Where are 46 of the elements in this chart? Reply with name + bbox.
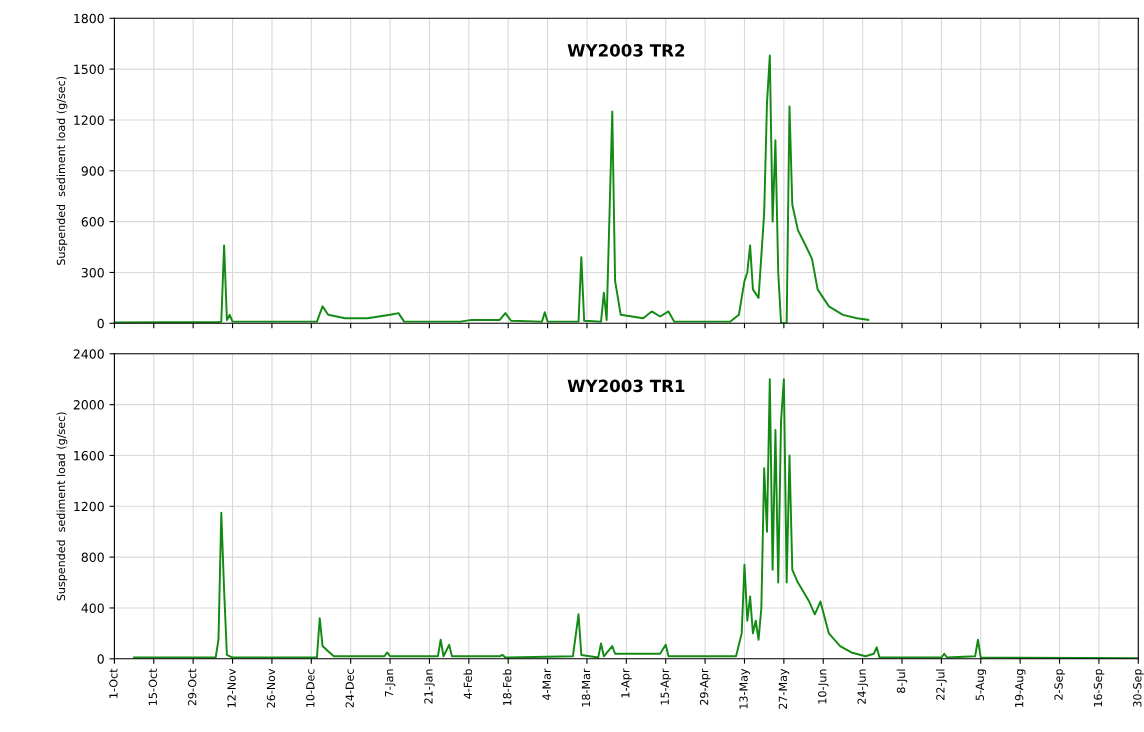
x-tick-label: 21-Jan: [424, 669, 435, 704]
x-tick-label: 4-Mar: [542, 668, 551, 701]
x-tick-label: 10-Dec: [306, 669, 315, 707]
y-axis-title: Suspended sediment load (g/sec): [56, 412, 68, 601]
y-tick-label: 0: [97, 654, 104, 664]
y-tick-label: 400: [81, 603, 104, 613]
x-tick-label: 15-Oct: [148, 668, 157, 705]
x-tick-label: 2-Sep: [1054, 669, 1065, 700]
line-series: [133, 378, 1139, 659]
x-tick-label: 29-Apr: [699, 668, 711, 705]
x-tick-label: 16-Sep: [1093, 669, 1105, 707]
x-tick-label: 15-Apr: [660, 668, 672, 705]
y-tick-label: 800: [81, 552, 104, 563]
x-tick-label: 12-Nov: [227, 668, 236, 708]
x-tick-label: 4-Feb: [463, 669, 473, 699]
x-tick-label: 24-Dec: [345, 669, 354, 708]
y-tick-label: 1800: [74, 13, 104, 24]
text: WY2003 TR1: [567, 379, 685, 393]
y-tick-label: 1600: [74, 450, 104, 461]
x-tick-label: 29-Oct: [187, 668, 197, 706]
text: WY2003 TR2: [567, 44, 685, 57]
x-tick-label: 27-May: [778, 668, 790, 709]
x-tick-label: 22-Jul: [936, 669, 947, 700]
y-tick-label: 900: [81, 166, 104, 176]
x-tick-label: 13-May: [739, 668, 750, 709]
y-tick-label: 2000: [73, 400, 104, 410]
x-tick-label: 30-Sep: [1133, 669, 1144, 707]
x-tick-label: 1-Oct: [109, 668, 118, 698]
x-tick-label: 1-Apr: [621, 668, 632, 698]
y-axis-title: Suspended sediment load (g/sec): [56, 76, 68, 265]
x-tick-label: 24-Jun: [857, 669, 868, 704]
x-tick-label: 10-Jun: [818, 669, 829, 704]
y-tick-label: 0: [97, 318, 104, 329]
x-tick-label: 18-Mar: [581, 668, 591, 707]
y-tick-label: 2400: [73, 349, 104, 359]
x-tick-label: 19-Aug: [1014, 669, 1026, 707]
y-tick-label: 1500: [74, 64, 104, 75]
y-tick-label: 1200: [74, 501, 104, 512]
y-tick-label: 1200: [74, 115, 104, 125]
y-tick-label: 300: [81, 267, 104, 278]
x-tick-label: 18-Feb: [502, 669, 512, 706]
x-tick-label: 8-Jul: [896, 669, 908, 693]
y-tick-label: 600: [81, 217, 104, 227]
x-tick-label: 7-Jan: [385, 669, 396, 697]
x-tick-label: 26-Nov: [266, 668, 276, 708]
x-tick-label: 5-Aug: [975, 669, 987, 701]
